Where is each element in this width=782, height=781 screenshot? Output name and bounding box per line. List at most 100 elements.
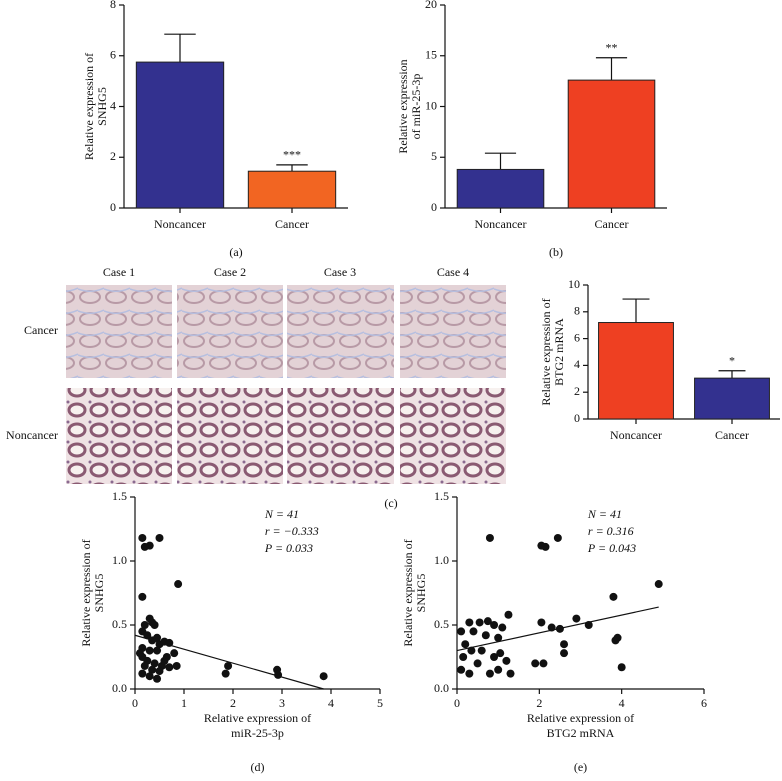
micrograph (66, 388, 172, 484)
point (467, 646, 476, 655)
row-label: Noncancer (6, 428, 58, 442)
point (140, 542, 149, 551)
x-tick-label: 0 (454, 696, 460, 710)
x-tick-label: 3 (279, 696, 285, 710)
point (584, 621, 593, 629)
column-label: Case 1 (103, 265, 135, 279)
point (140, 661, 149, 670)
y-tick-label: 0 (574, 411, 580, 425)
point (555, 624, 564, 633)
y-tick-label: 4 (110, 98, 116, 112)
y-tick-label: 8 (110, 0, 116, 11)
point (490, 653, 499, 661)
x-axis-label: BTG2 mRNA (547, 726, 615, 740)
point (485, 533, 494, 542)
y-axis-label: Relative expression of (539, 298, 553, 405)
x-tick-label: 1 (181, 696, 187, 710)
y-tick-label: 4 (574, 357, 580, 371)
significance: ** (606, 41, 618, 55)
point (221, 669, 230, 678)
column-label: Case 4 (437, 265, 469, 279)
x-tick-label: Noncancer (154, 217, 206, 231)
x-axis-label: Relative expression of (527, 711, 634, 725)
point (481, 631, 490, 640)
bar (135, 61, 225, 209)
point (457, 665, 466, 674)
point (502, 656, 511, 665)
point (654, 580, 663, 589)
stat-label: N = 41 (264, 507, 299, 521)
y-axis-label: Relative expression of (79, 539, 93, 646)
y-tick-label: 0 (431, 200, 437, 214)
panel-label: (e) (574, 760, 587, 774)
micrograph (66, 285, 172, 378)
stat-label: r = 0.316 (588, 524, 634, 538)
y-tick-label: 5 (431, 149, 437, 163)
image-grid: Case 1 Case 2 Case 3 Case 4 Cancer Nonca… (6, 265, 506, 510)
point (560, 649, 569, 658)
panel-label: (d) (251, 760, 265, 774)
y-tick-label: 0.5 (434, 617, 449, 631)
point (494, 633, 503, 642)
point (135, 649, 144, 658)
y-tick-label: 1.0 (112, 553, 127, 567)
x-axis-label: Relative expression of (204, 711, 311, 725)
x-tick-label: 6 (701, 696, 707, 710)
panel-label: (a) (229, 245, 242, 259)
point (465, 618, 474, 627)
micrograph (287, 285, 394, 378)
point (617, 663, 626, 672)
bar (456, 168, 545, 209)
bar (247, 170, 337, 209)
point (155, 533, 164, 542)
y-tick-label: 6 (574, 330, 580, 344)
micrograph (177, 285, 283, 378)
point (541, 542, 550, 551)
point (553, 533, 562, 542)
point (140, 621, 149, 629)
x-tick-label: Cancer (595, 217, 629, 231)
x-tick-label: Cancer (715, 428, 749, 442)
point (148, 665, 157, 674)
x-axis-label: miR-25-3p (231, 726, 284, 740)
stat-label: r = −0.333 (265, 524, 319, 538)
y-tick-label: 2 (110, 149, 116, 163)
micrograph (177, 388, 283, 484)
point (153, 646, 162, 655)
point (150, 659, 159, 668)
x-tick-label: 2 (230, 696, 236, 710)
point (465, 669, 474, 678)
x-tick-label: 0 (132, 696, 138, 710)
point (504, 610, 513, 619)
x-tick-label: 4 (619, 696, 625, 710)
point (457, 627, 466, 636)
y-tick-label: 0 (110, 200, 116, 214)
point (145, 646, 154, 655)
panel-label: (b) (549, 245, 563, 259)
point (162, 653, 171, 661)
point (138, 592, 147, 601)
point (461, 640, 470, 649)
y-axis-label: Relative expression of (82, 53, 96, 160)
point (477, 646, 486, 655)
point (224, 661, 233, 670)
micrograph (287, 388, 394, 484)
point (613, 633, 622, 642)
x-tick-label: Noncancer (475, 217, 527, 231)
micrograph (400, 285, 506, 378)
point (155, 667, 164, 676)
point (531, 659, 540, 668)
point (174, 580, 183, 589)
bar (567, 79, 656, 209)
point (319, 672, 328, 681)
point (485, 669, 494, 678)
y-tick-label: 1.5 (434, 489, 449, 503)
point (475, 618, 484, 627)
column-label: Case 3 (324, 265, 356, 279)
point (490, 621, 499, 629)
significance: *** (283, 148, 301, 162)
y-tick-label: 10 (425, 98, 437, 112)
bar (694, 377, 770, 420)
